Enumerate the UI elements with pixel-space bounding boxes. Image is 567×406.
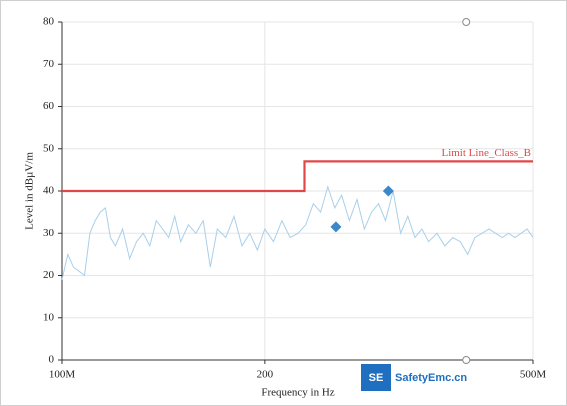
series-line (62, 160, 533, 193)
y-tick-label: 40 (43, 185, 55, 197)
x-axis-label: Frequency in Hz (261, 387, 334, 399)
peak-marker (382, 185, 394, 197)
y-tick-label: 60 (43, 100, 55, 112)
series-label: Limit Line_Class_B (441, 147, 531, 159)
y-tick-label: 20 (43, 269, 55, 281)
y-axis-label: Level in dBµV/m (24, 152, 36, 230)
y-tick-label: 30 (43, 227, 55, 239)
plot-area: 0 10 20 30 40 50 60 70 80 100M 200 500M Limit Line_C… (43, 16, 546, 381)
watermark: SafetyEmc.cn (395, 372, 467, 384)
y-tick-label: 10 (43, 311, 55, 323)
x-tick-label: 500M (520, 369, 547, 381)
logo-box (361, 364, 391, 391)
y-tick-label: 0 (49, 354, 55, 366)
logo-text: SE (369, 372, 384, 384)
cursor-marker (462, 18, 471, 26)
x-tick-label: 200 (257, 369, 274, 381)
cursor-marker (462, 356, 471, 364)
x-tick-label: 100M (49, 369, 76, 381)
y-tick-label: 70 (43, 58, 55, 70)
y-tick-label: 50 (43, 142, 55, 154)
peak-marker (330, 221, 342, 233)
series-line (61, 185, 534, 280)
y-tick-label: 80 (43, 16, 55, 28)
